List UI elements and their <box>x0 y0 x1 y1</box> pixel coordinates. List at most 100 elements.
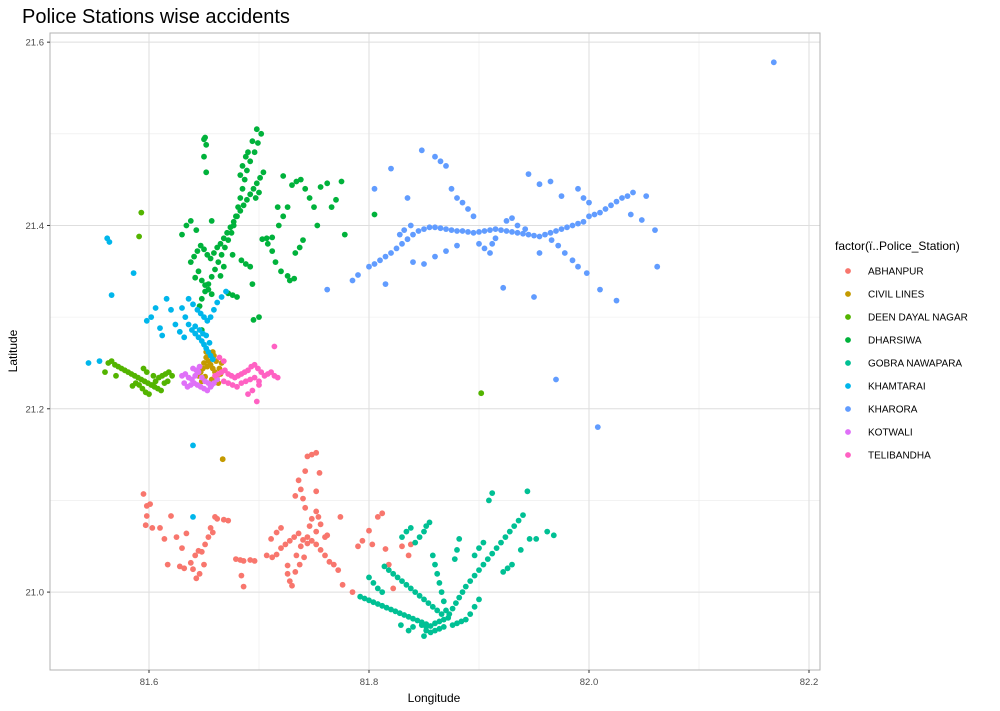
data-point <box>440 624 447 630</box>
data-point <box>187 259 194 265</box>
data-point <box>225 380 232 386</box>
data-point <box>436 618 443 625</box>
data-point <box>185 321 192 328</box>
data-point <box>487 227 493 234</box>
data-point <box>317 184 324 190</box>
data-point <box>179 305 185 311</box>
data-point <box>196 570 203 577</box>
data-point <box>498 539 504 546</box>
data-point <box>229 251 236 258</box>
x-tick-label: 82.2 <box>800 677 819 688</box>
data-point <box>330 561 337 568</box>
data-point <box>401 612 408 618</box>
data-point <box>357 593 364 600</box>
data-point <box>489 550 496 557</box>
data-point <box>247 263 254 270</box>
x-tick-label: 81.8 <box>360 677 379 688</box>
data-point <box>525 171 532 178</box>
data-point <box>220 516 227 523</box>
data-point <box>630 189 636 196</box>
data-point <box>161 536 168 542</box>
data-point <box>297 176 304 183</box>
data-point <box>355 543 361 550</box>
data-point <box>638 217 645 223</box>
data-point <box>272 259 279 265</box>
data-point <box>421 226 427 233</box>
data-point <box>195 268 202 275</box>
data-point <box>498 227 504 234</box>
data-point <box>271 343 278 350</box>
data-point <box>313 508 320 515</box>
data-point <box>366 263 372 270</box>
data-point <box>558 193 565 200</box>
data-point <box>85 360 92 366</box>
data-point <box>209 529 216 536</box>
legend-label: GOBRA NAWAPARA <box>868 359 962 370</box>
data-point <box>624 193 631 200</box>
data-point <box>245 149 251 156</box>
legend-label: KOTWALI <box>868 428 913 439</box>
legend-key <box>845 268 851 274</box>
data-point <box>138 209 145 216</box>
data-point <box>652 227 658 234</box>
data-point <box>478 390 485 397</box>
data-point <box>388 606 394 613</box>
data-point <box>313 449 320 456</box>
series-kharora <box>324 59 777 430</box>
data-point <box>198 374 205 381</box>
data-point <box>317 547 324 553</box>
data-point <box>317 521 324 528</box>
data-point <box>407 222 414 229</box>
data-point <box>315 514 322 520</box>
data-point <box>297 543 304 550</box>
data-point <box>558 226 565 233</box>
data-point <box>242 261 249 267</box>
data-point <box>520 230 526 237</box>
data-point <box>215 259 222 265</box>
data-point <box>382 253 389 260</box>
data-point <box>326 558 333 565</box>
data-point <box>140 491 147 497</box>
data-point <box>504 565 511 572</box>
series-abhanpur <box>140 449 414 595</box>
data-point <box>404 236 411 243</box>
data-point <box>458 618 465 625</box>
data-point <box>222 244 228 251</box>
data-point <box>301 554 307 561</box>
data-point <box>583 270 590 276</box>
data-point <box>520 512 526 518</box>
data-point <box>544 528 551 535</box>
data-point <box>443 607 449 614</box>
data-point <box>449 622 456 628</box>
data-point <box>524 488 531 495</box>
data-point <box>492 226 499 233</box>
data-point <box>168 306 174 313</box>
data-point <box>426 519 433 526</box>
data-point <box>217 273 224 279</box>
data-point <box>113 372 119 379</box>
data-point <box>394 574 401 581</box>
data-point <box>379 589 386 595</box>
data-point <box>410 231 416 238</box>
data-point <box>268 369 274 375</box>
data-point <box>434 607 441 614</box>
data-point <box>203 332 210 339</box>
data-point <box>229 382 236 388</box>
data-point <box>306 195 313 201</box>
data-point <box>349 277 356 284</box>
data-point <box>264 240 271 247</box>
data-point <box>164 561 171 568</box>
data-point <box>564 224 570 231</box>
data-point <box>429 603 436 610</box>
data-point <box>586 199 592 206</box>
data-point <box>201 246 207 253</box>
legend-label: KHARORA <box>868 405 918 416</box>
data-point <box>388 165 394 172</box>
legend-title: factor(ï..Police_Station) <box>835 239 960 253</box>
data-point <box>393 245 400 252</box>
data-point <box>190 301 196 308</box>
data-point <box>289 182 295 189</box>
data-point <box>470 213 477 220</box>
data-point <box>286 277 293 284</box>
